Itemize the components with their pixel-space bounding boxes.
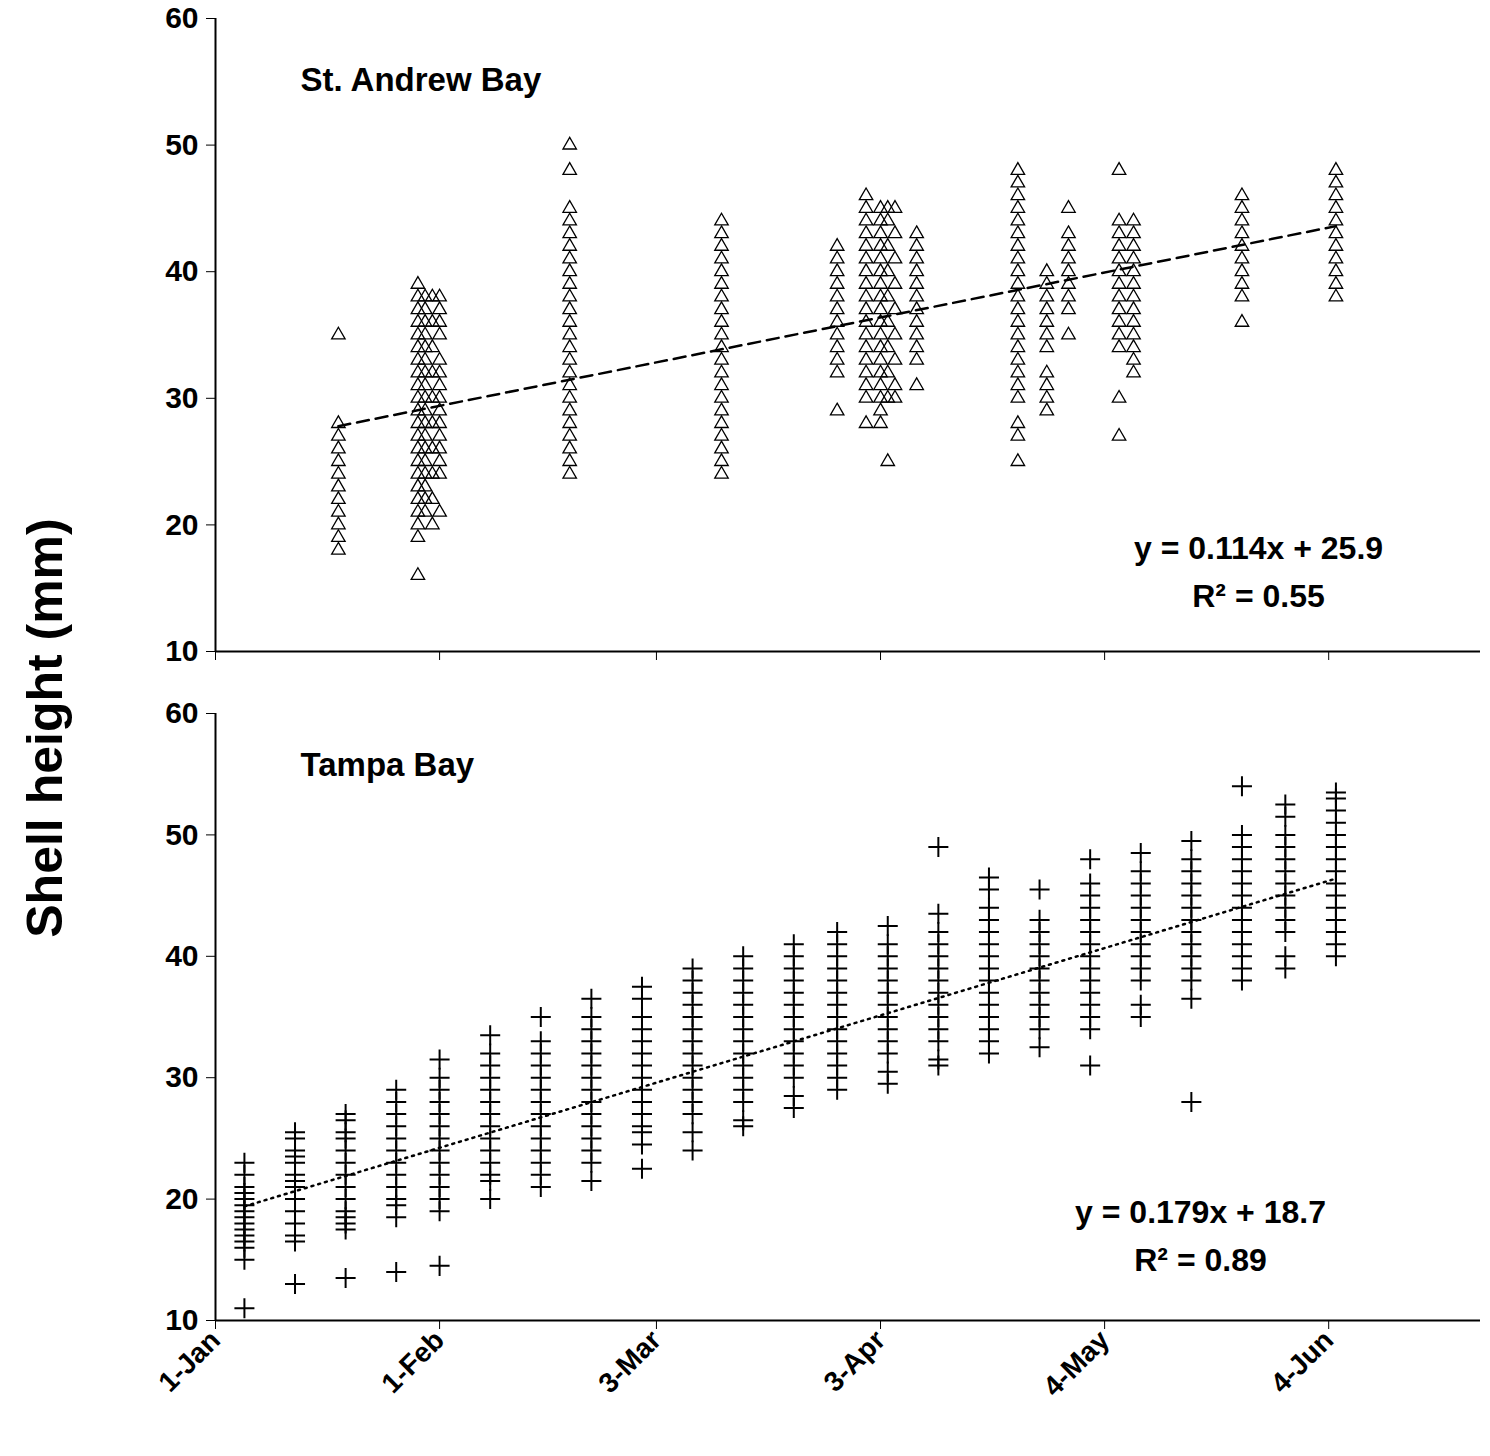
svg-text:4-May: 4-May — [1037, 1324, 1115, 1402]
svg-text:10: 10 — [165, 1303, 198, 1336]
svg-text:40: 40 — [165, 939, 198, 972]
svg-text:20: 20 — [165, 508, 198, 541]
svg-text:30: 30 — [165, 1060, 198, 1093]
svg-text:3-Apr: 3-Apr — [817, 1324, 891, 1398]
svg-text:50: 50 — [165, 818, 198, 851]
svg-text:60: 60 — [165, 696, 198, 729]
svg-text:4-Jun: 4-Jun — [1265, 1324, 1340, 1399]
svg-text:40: 40 — [165, 254, 198, 287]
html-text:Shell height (mm): Shell height (mm) — [17, 518, 73, 938]
svg-text:50: 50 — [165, 128, 198, 161]
svg-text:St. Andrew Bay: St. Andrew Bay — [301, 61, 542, 98]
svg-text:30: 30 — [165, 381, 198, 414]
svg-text:y = 0.114x + 25.9R² = 0.55: y = 0.114x + 25.9R² = 0.55 — [1134, 530, 1383, 614]
svg-text:1-Feb: 1-Feb — [375, 1324, 450, 1399]
svg-text:Tampa Bay: Tampa Bay — [301, 746, 475, 783]
svg-text:10: 10 — [165, 634, 198, 667]
svg-text:1-Jan: 1-Jan — [152, 1324, 226, 1398]
svg-text:3-Mar: 3-Mar — [592, 1324, 667, 1399]
svg-text:20: 20 — [165, 1182, 198, 1215]
svg-text:y = 0.179x + 18.7R² = 0.89: y = 0.179x + 18.7R² = 0.89 — [1075, 1194, 1326, 1278]
svg-text:60: 60 — [165, 1, 198, 34]
